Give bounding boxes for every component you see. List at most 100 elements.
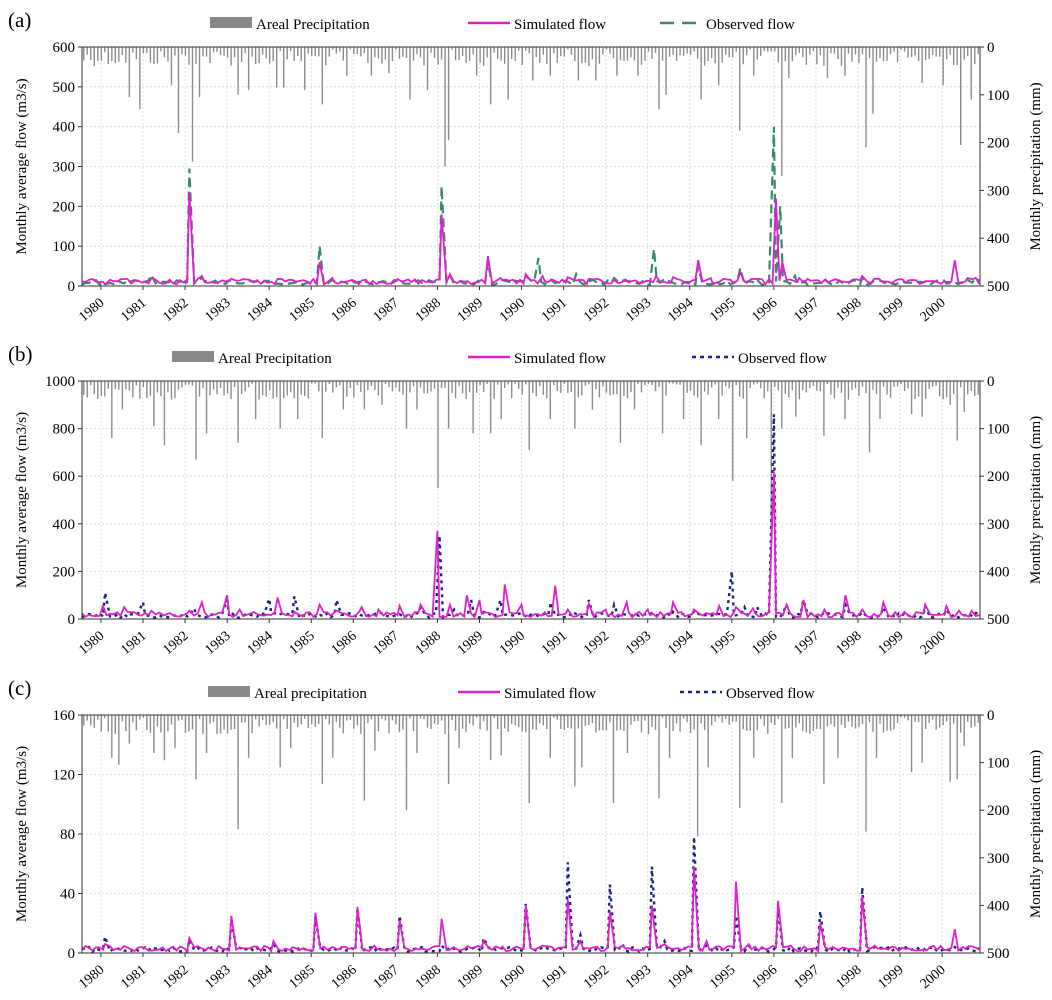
x-tick-label: 1986	[329, 296, 360, 325]
x-tick-label: 1997	[791, 296, 822, 325]
x-tick-label: 2000	[918, 963, 949, 992]
x-tick-label: 1980	[76, 629, 107, 658]
x-tick-label: 1980	[76, 963, 107, 992]
x-tick-label: 1985	[287, 296, 318, 325]
y-tick-label: 400	[53, 517, 76, 533]
x-tick-label: 1993	[623, 296, 654, 325]
chart-panel-b: (b) 0 200 400 600 800 1000 0 100 200 300 400 500 1980…	[8, 342, 1044, 658]
x-tick-label: 1987	[371, 963, 402, 992]
x-tick-label: 1991	[539, 296, 570, 325]
legend-label: Observed flow	[726, 686, 815, 702]
x-tick-label: 2000	[918, 296, 949, 325]
x-tick-label: 1980	[76, 296, 107, 325]
y2-tick-label: 0	[987, 40, 995, 56]
y-tick-label: 120	[53, 768, 76, 784]
x-tick-label: 1981	[118, 629, 149, 658]
simulated-flow-line	[81, 866, 980, 953]
y-tick-label: 500	[53, 80, 76, 96]
y-tick-label: 200	[53, 199, 76, 215]
y-axis-title: Monthly average flow (m3/s)	[14, 412, 30, 588]
x-tick-label: 1982	[161, 296, 192, 325]
y-tick-label: 300	[53, 160, 76, 176]
y2-tick-label: 400	[987, 231, 1010, 247]
y2-tick-label: 100	[987, 422, 1010, 438]
y2-axis-title: Monthly precipitation (mm)	[1028, 750, 1044, 918]
y2-tick-label: 500	[987, 612, 1010, 628]
x-tick-label: 1999	[876, 963, 907, 992]
simulated-flow-line	[81, 192, 981, 286]
x-tick-label: 1993	[623, 963, 654, 992]
y-tick-label: 200	[53, 564, 76, 580]
x-tick-label: 1988	[413, 963, 444, 992]
x-tick-label: 1981	[118, 296, 149, 325]
y2-axis-title: Monthly precipitation (mm)	[1028, 416, 1044, 584]
y2-tick-label: 300	[987, 517, 1010, 533]
y2-tick-label: 100	[987, 88, 1010, 104]
y2-tick-label: 200	[987, 469, 1010, 485]
x-tick-label: 1984	[245, 629, 276, 658]
x-tick-label: 1995	[707, 296, 738, 325]
y-tick-label: 160	[53, 708, 76, 724]
x-tick-label: 1998	[834, 296, 865, 325]
y-tick-label: 800	[53, 422, 76, 438]
x-tick-label: 1982	[161, 629, 192, 658]
x-tick-label: 1996	[749, 963, 780, 992]
y2-tick-label: 400	[987, 898, 1010, 914]
x-tick-label: 1986	[329, 629, 360, 658]
legend-label: Areal Precipitation	[218, 351, 332, 367]
y2-tick-label: 300	[987, 851, 1010, 867]
panel-label: (b)	[8, 342, 33, 366]
y2-tick-label: 200	[987, 136, 1010, 152]
y-tick-label: 400	[53, 120, 76, 136]
x-tick-label: 1995	[707, 963, 738, 992]
legend-label: Observed flow	[738, 351, 827, 367]
x-tick-label: 1988	[413, 296, 444, 325]
legend-label: Observed flow	[706, 17, 795, 33]
legend-label: Simulated flow	[504, 686, 596, 702]
x-tick-label: 1990	[497, 963, 528, 992]
x-tick-label: 1987	[371, 296, 402, 325]
observed-flow-line	[81, 836, 981, 955]
x-tick-label: 1984	[245, 963, 276, 992]
legend-label: Simulated flow	[514, 351, 606, 367]
y-axis-title: Monthly average flow (m3/s)	[14, 78, 30, 254]
x-tick-label: 1982	[161, 963, 192, 992]
y-tick-label: 0	[68, 279, 76, 295]
x-tick-label: 1985	[287, 963, 318, 992]
y-tick-label: 40	[60, 887, 75, 903]
y-axis-title: Monthly average flow (m3/s)	[14, 746, 30, 922]
x-tick-label: 1985	[287, 629, 318, 658]
panel-label: (c)	[8, 676, 31, 700]
x-tick-label: 1994	[665, 963, 696, 992]
y-tick-label: 0	[68, 612, 76, 628]
x-tick-label: 1992	[581, 963, 612, 992]
plot-frame	[81, 380, 981, 620]
legend-label: Simulated flow	[514, 17, 606, 33]
y2-tick-label: 0	[987, 708, 995, 724]
x-tick-label: 1999	[876, 296, 907, 325]
y2-axis-title: Monthly precipitation (mm)	[1028, 82, 1044, 250]
x-tick-label: 1996	[749, 296, 780, 325]
legend-label: Areal Precipitation	[256, 17, 370, 33]
x-tick-label: 1996	[749, 629, 780, 658]
y-tick-label: 0	[68, 946, 76, 962]
y2-tick-label: 100	[987, 756, 1010, 772]
x-tick-label: 1990	[497, 296, 528, 325]
observed-flow-line	[81, 414, 980, 620]
x-tick-label: 1992	[581, 629, 612, 658]
x-tick-label: 1983	[203, 629, 234, 658]
x-tick-label: 1997	[791, 963, 822, 992]
x-tick-label: 1998	[834, 963, 865, 992]
x-tick-label: 1998	[834, 629, 865, 658]
x-tick-label: 1994	[665, 629, 696, 658]
observed-flow-line	[81, 126, 981, 287]
x-tick-label: 1989	[455, 296, 486, 325]
panel-label: (a)	[8, 8, 31, 32]
x-tick-label: 1991	[539, 963, 570, 992]
y-tick-label: 600	[53, 469, 76, 485]
x-tick-label: 1981	[118, 963, 149, 992]
x-tick-label: 1995	[707, 629, 738, 658]
x-tick-label: 1989	[455, 629, 486, 658]
y2-tick-label: 500	[987, 946, 1010, 962]
